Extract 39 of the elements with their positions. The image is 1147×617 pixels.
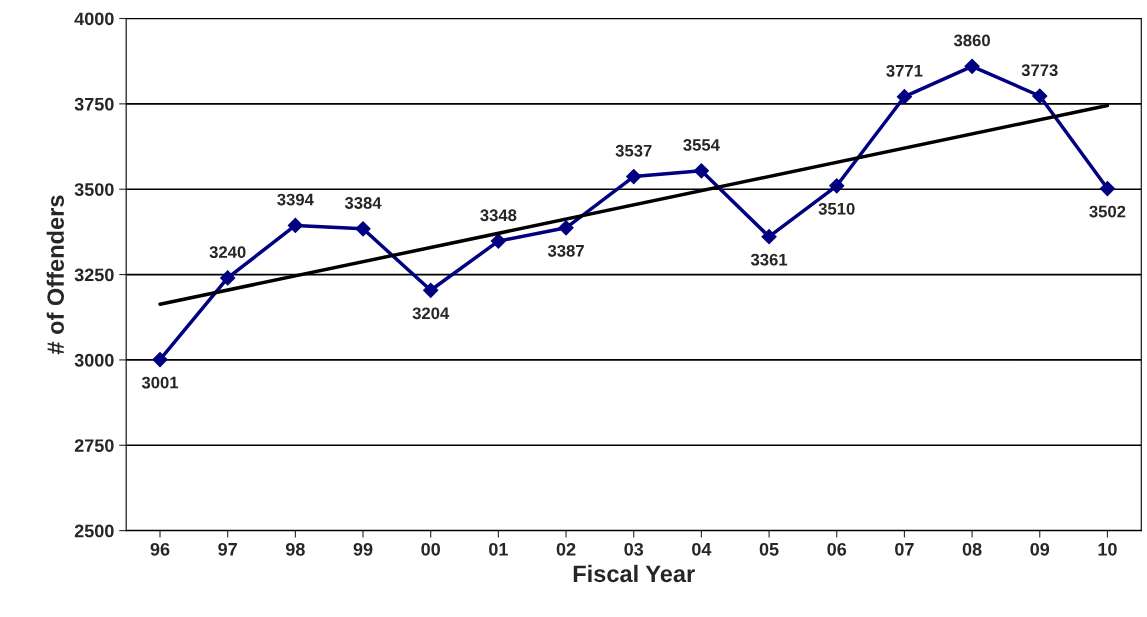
x-axis-title: Fiscal Year <box>573 564 695 583</box>
data-label: 3384 <box>344 197 382 209</box>
x-tick-label: 08 <box>962 542 982 556</box>
x-tick-label: 97 <box>218 542 237 556</box>
y-tick-label: 3500 <box>74 183 114 196</box>
x-tick-label: 06 <box>827 542 847 556</box>
y-tick-label: 3750 <box>74 97 114 111</box>
data-label: 3860 <box>953 34 990 47</box>
x-tick-label: 02 <box>556 542 576 556</box>
y-tick-label: 3000 <box>74 353 114 367</box>
x-tick-label: 05 <box>759 542 779 556</box>
data-label: 3510 <box>818 202 855 215</box>
data-label: 3240 <box>209 246 246 259</box>
data-label: 3001 <box>141 376 179 389</box>
data-label: 3502 <box>1089 205 1126 218</box>
x-tick-label: 98 <box>285 542 305 556</box>
x-tick-label: 00 <box>421 542 440 556</box>
x-tick-label: 07 <box>895 542 914 556</box>
x-tick-label: 04 <box>692 542 712 556</box>
y-tick-label: 4000 <box>74 12 114 26</box>
y-tick-label: 2500 <box>74 524 114 538</box>
data-label: 3348 <box>480 209 517 222</box>
y-axis-title: # of Offenders <box>46 195 64 355</box>
data-label: 3554 <box>683 139 720 151</box>
x-tick-label: 03 <box>624 542 644 556</box>
x-tick-label: 09 <box>1030 542 1050 556</box>
data-label: 3773 <box>1021 64 1058 77</box>
y-tick-label: 3250 <box>74 268 114 282</box>
data-label: 3204 <box>412 307 450 320</box>
y-tick-label: 2750 <box>74 439 114 452</box>
x-tick-label: 01 <box>489 542 508 556</box>
data-label: 3387 <box>547 244 584 257</box>
data-label: 3394 <box>277 193 314 206</box>
data-label: 3537 <box>615 144 652 157</box>
x-tick-label: 99 <box>353 542 373 556</box>
data-label: 3771 <box>886 64 923 77</box>
data-label: 3361 <box>750 253 788 266</box>
x-tick-label: 10 <box>1098 542 1117 556</box>
x-tick-label: 96 <box>150 542 170 556</box>
